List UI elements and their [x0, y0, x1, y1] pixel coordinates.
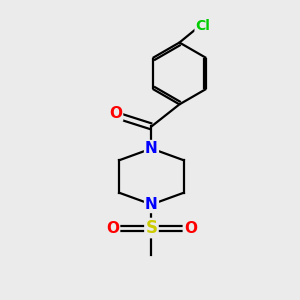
- Text: S: S: [146, 219, 158, 237]
- Text: O: O: [184, 220, 197, 236]
- Text: Cl: Cl: [196, 19, 210, 33]
- Text: O: O: [106, 220, 119, 236]
- Text: N: N: [145, 197, 158, 212]
- Text: O: O: [109, 106, 122, 121]
- Text: N: N: [145, 141, 158, 156]
